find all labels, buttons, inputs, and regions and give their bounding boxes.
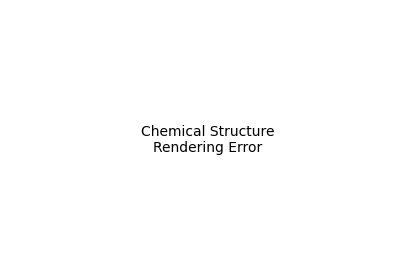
Text: Chemical Structure
Rendering Error: Chemical Structure Rendering Error (141, 125, 275, 155)
